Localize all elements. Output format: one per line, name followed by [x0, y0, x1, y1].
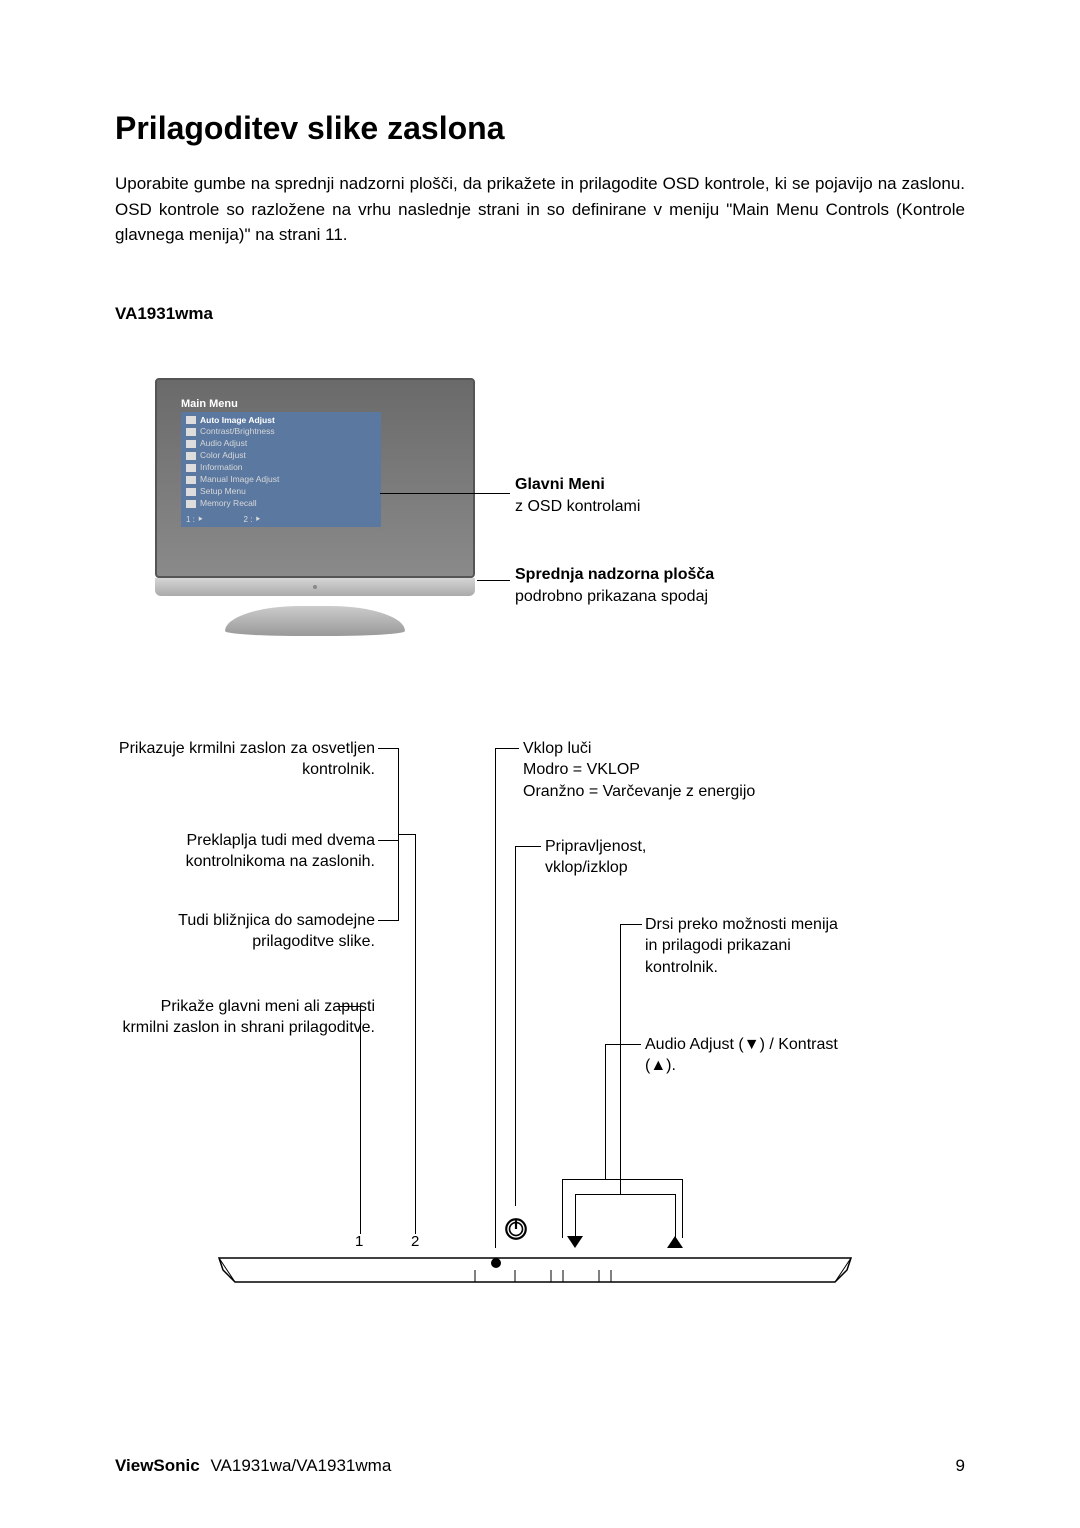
monitor-illustration: Main Menu Auto Image Adjust Contrast/Bri… [115, 378, 965, 698]
leader-line [378, 840, 398, 841]
osd-item: Audio Adjust [200, 438, 247, 450]
osd-item: Color Adjust [200, 450, 246, 462]
leader-line [605, 1044, 641, 1045]
label-left-3: Tudi bližnjica do samodejne prilagoditve… [115, 910, 375, 953]
leader-line [378, 920, 398, 921]
front-panel-diagram: Prikazuje krmilni zaslon za osvetljen ko… [115, 738, 965, 1298]
leader-line [415, 834, 416, 1234]
monitor-stand [225, 606, 405, 636]
osd-item-list: Auto Image Adjust Contrast/Brightness Au… [181, 412, 381, 513]
annot-sub: z OSD kontrolami [515, 496, 875, 518]
leader-line [620, 924, 621, 1194]
r3c: Oranžno = Varčevanje z energijo [523, 781, 755, 803]
panel-button-1: 1 [355, 1233, 363, 1250]
down-arrow-icon [567, 1236, 583, 1248]
annot-title: Sprednja nadzorna plošča [515, 564, 875, 586]
annotation-main-menu: Glavni Meni z OSD kontrolami [515, 474, 875, 549]
osd-item: Contrast/Brightness [200, 426, 275, 438]
leader-line [360, 1006, 361, 1234]
page-number: 9 [956, 1456, 965, 1476]
page-title: Prilagoditev slike zaslona [115, 110, 965, 147]
osd-item: Manual Image Adjust [200, 474, 279, 486]
leader-line [495, 748, 519, 749]
leader-line [605, 1044, 606, 1179]
osd-title: Main Menu [181, 398, 381, 410]
label-right-4: Audio Adjust (▼) / Kontrast (▲). [645, 1034, 845, 1077]
monitor-bezel [155, 578, 475, 596]
osd-foot-2: 2 : ⯈ [244, 515, 262, 525]
label-left-2: Preklaplja tudi med dvema kontrolnikoma … [115, 830, 375, 873]
r4a: Pripravljenost, [545, 836, 646, 858]
panel-button-2: 2 [411, 1233, 419, 1250]
osd-menu: Main Menu Auto Image Adjust Contrast/Bri… [181, 398, 381, 527]
osd-item: Setup Menu [200, 486, 246, 498]
leader-line [675, 1194, 676, 1238]
leader-line [562, 1179, 563, 1238]
up-arrow-icon [667, 1236, 683, 1248]
leader-line [682, 1179, 683, 1238]
r3a: Vklop luči [523, 738, 755, 760]
page-footer: ViewSonic VA1931wa/VA1931wma 9 [115, 1456, 965, 1476]
footer-model: VA1931wa/VA1931wma [210, 1456, 391, 1475]
r4b: vklop/izklop [545, 857, 646, 879]
r6a: Audio Adjust (▼) / Kontrast (▲). [645, 1034, 845, 1077]
leader-line [620, 924, 642, 925]
leader-line [495, 748, 496, 1248]
label-right-3: Drsi preko možnosti menija in prilagodi … [645, 914, 845, 979]
intro-paragraph: Uporabite gumbe na sprednji nadzorni plo… [115, 171, 965, 248]
r3b: Modro = VKLOP [523, 759, 755, 781]
footer-brand: ViewSonic [115, 1456, 200, 1475]
leader-line [575, 1194, 675, 1195]
monitor-screen: Main Menu Auto Image Adjust Contrast/Bri… [155, 378, 475, 578]
leader-line [575, 1194, 576, 1238]
leader-line [380, 493, 510, 494]
leader-line [562, 1179, 682, 1180]
osd-item: Memory Recall [200, 498, 257, 510]
label-right-1: Vklop luči Modro = VKLOP Oranžno = Varče… [523, 738, 755, 803]
leader-line [515, 846, 541, 847]
leader-line [378, 748, 398, 749]
leader-line [340, 1006, 360, 1007]
power-icon [503, 1216, 529, 1242]
annot-sub: podrobno prikazana spodaj [515, 586, 875, 608]
annot-title: Glavni Meni [515, 474, 875, 496]
label-left-1: Prikazuje krmilni zaslon za osvetljen ko… [115, 738, 375, 781]
label-right-2: Pripravljenost, vklop/izklop [545, 836, 646, 879]
osd-item: Auto Image Adjust [200, 415, 275, 427]
osd-foot-1: 1 : ⯈ [186, 515, 204, 525]
front-bezel-bar [215, 1256, 855, 1284]
leader-line [477, 580, 510, 581]
monitor-graphic: Main Menu Auto Image Adjust Contrast/Bri… [155, 378, 475, 636]
label-left-4: Prikaže glavni meni ali zapusti krmilni … [115, 996, 375, 1039]
annotation-front-panel: Sprednja nadzorna plošča podrobno prikaz… [515, 564, 875, 639]
leader-line [398, 834, 415, 835]
osd-footer: 1 : ⯈ 2 : ⯈ [181, 513, 381, 527]
osd-item: Information [200, 462, 243, 474]
leader-line [515, 846, 516, 1206]
model-subheading: VA1931wma [115, 304, 965, 324]
r5a: Drsi preko možnosti menija in prilagodi … [645, 914, 845, 979]
